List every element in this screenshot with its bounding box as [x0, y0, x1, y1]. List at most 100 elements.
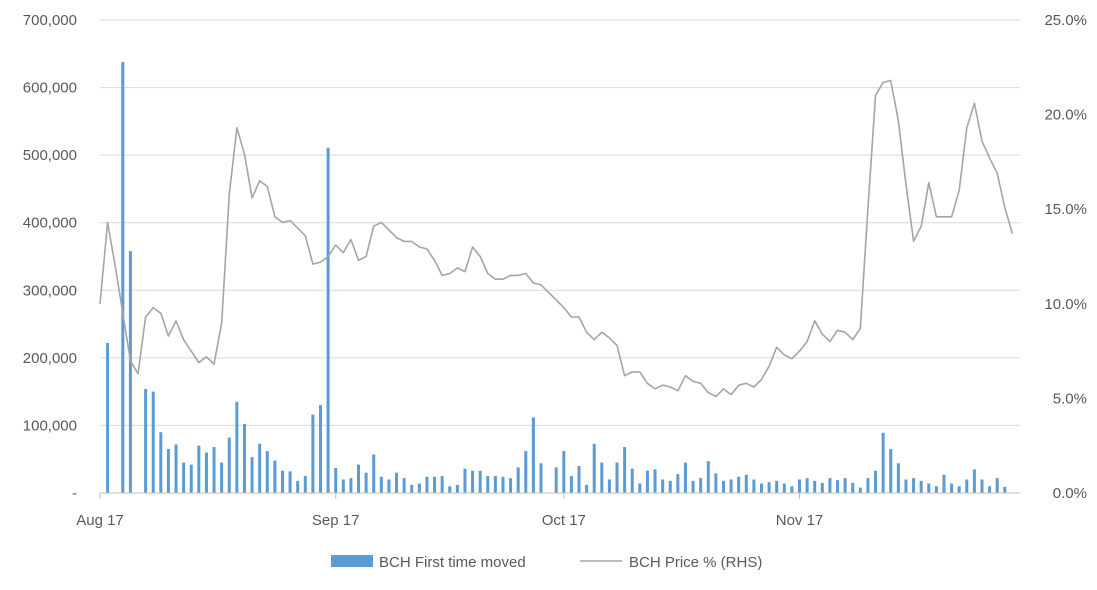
- right-axis-ticks: 0.0% 5.0% 10.0% 15.0% 20.0% 25.0%: [1044, 12, 1087, 502]
- legend-bar-label: BCH First time moved: [379, 554, 526, 571]
- bar: [843, 478, 847, 493]
- bar: [379, 476, 383, 493]
- bar: [159, 432, 163, 493]
- left-axis-tick-label: 700,000: [23, 12, 77, 29]
- bar: [691, 480, 695, 493]
- bar: [433, 476, 437, 493]
- bar: [417, 483, 421, 493]
- x-axis-tick-label: Oct 17: [542, 512, 586, 529]
- bar: [410, 484, 414, 493]
- bar: [995, 478, 999, 493]
- bar: [166, 449, 170, 493]
- bar: [600, 462, 604, 493]
- bar: [478, 470, 482, 493]
- bar: [676, 474, 680, 493]
- bar: [942, 474, 946, 493]
- bar: [288, 471, 292, 493]
- right-axis-tick-label: 20.0%: [1044, 107, 1087, 124]
- bar: [585, 484, 589, 493]
- bar: [128, 251, 132, 493]
- legend-line-label: BCH Price % (RHS): [629, 554, 762, 571]
- bar: [258, 443, 262, 493]
- bar-series: [106, 61, 1007, 493]
- bar: [805, 478, 809, 493]
- bar: [965, 479, 969, 493]
- bar: [851, 482, 855, 493]
- bar: [988, 486, 992, 493]
- bar: [798, 479, 802, 493]
- bar: [425, 476, 429, 493]
- bar: [912, 478, 916, 493]
- bar: [387, 479, 391, 493]
- bar: [638, 483, 642, 493]
- bar: [227, 437, 231, 493]
- bar: [493, 476, 497, 493]
- legend: BCH First time moved BCH Price % (RHS): [331, 554, 762, 571]
- bar: [296, 480, 300, 493]
- price-line: [99, 79, 1014, 398]
- bar: [927, 483, 931, 493]
- right-axis-tick-label: 15.0%: [1044, 201, 1087, 218]
- bar: [395, 472, 399, 493]
- left-axis-tick-label: 600,000: [23, 80, 77, 97]
- bar: [402, 478, 406, 493]
- bar: [539, 463, 543, 493]
- bar: [554, 467, 558, 493]
- bar: [349, 478, 353, 493]
- x-axis-tick-label: Sep 17: [312, 512, 360, 529]
- bar: [721, 480, 725, 493]
- bar: [653, 469, 657, 493]
- bar: [858, 487, 862, 493]
- bar: [759, 483, 763, 493]
- bar: [220, 462, 224, 493]
- bar: [980, 479, 984, 493]
- bar: [303, 476, 307, 493]
- bar: [782, 483, 786, 493]
- gridlines: [100, 19, 1020, 426]
- bar: [235, 401, 239, 493]
- bar: [212, 447, 216, 493]
- bar: [874, 470, 878, 493]
- bar: [174, 444, 178, 493]
- bar: [189, 464, 193, 493]
- bar: [623, 447, 627, 493]
- bar: [813, 480, 817, 493]
- bar: [615, 462, 619, 493]
- bar: [904, 479, 908, 493]
- bar: [934, 486, 938, 493]
- bar: [699, 478, 703, 493]
- left-axis-tick-label: 100,000: [23, 417, 77, 434]
- bar: [471, 470, 475, 493]
- bar: [661, 479, 665, 493]
- left-axis-tick-label: 300,000: [23, 282, 77, 299]
- bar: [106, 342, 110, 493]
- bar: [448, 486, 452, 493]
- bar: [326, 147, 330, 493]
- bar: [645, 470, 649, 493]
- bar: [592, 443, 596, 493]
- bar: [509, 478, 513, 493]
- left-axis-tick-label: 500,000: [23, 147, 77, 164]
- bar: [280, 470, 284, 493]
- bar: [737, 476, 741, 493]
- right-axis-tick-label: 5.0%: [1053, 390, 1087, 407]
- bar: [729, 479, 733, 493]
- bar: [668, 480, 672, 493]
- bar: [334, 467, 338, 493]
- bar: [881, 432, 885, 493]
- bar: [516, 467, 520, 493]
- bar: [121, 61, 125, 493]
- bar: [744, 474, 748, 493]
- bar: [341, 479, 345, 493]
- bar: [706, 461, 710, 493]
- bar: [896, 463, 900, 493]
- bar: [828, 478, 832, 493]
- bar: [775, 480, 779, 493]
- bar: [311, 414, 315, 493]
- bar: [866, 478, 870, 493]
- bar: [630, 468, 634, 493]
- line-series: [99, 79, 1014, 398]
- bar: [463, 468, 467, 493]
- bar: [607, 479, 611, 493]
